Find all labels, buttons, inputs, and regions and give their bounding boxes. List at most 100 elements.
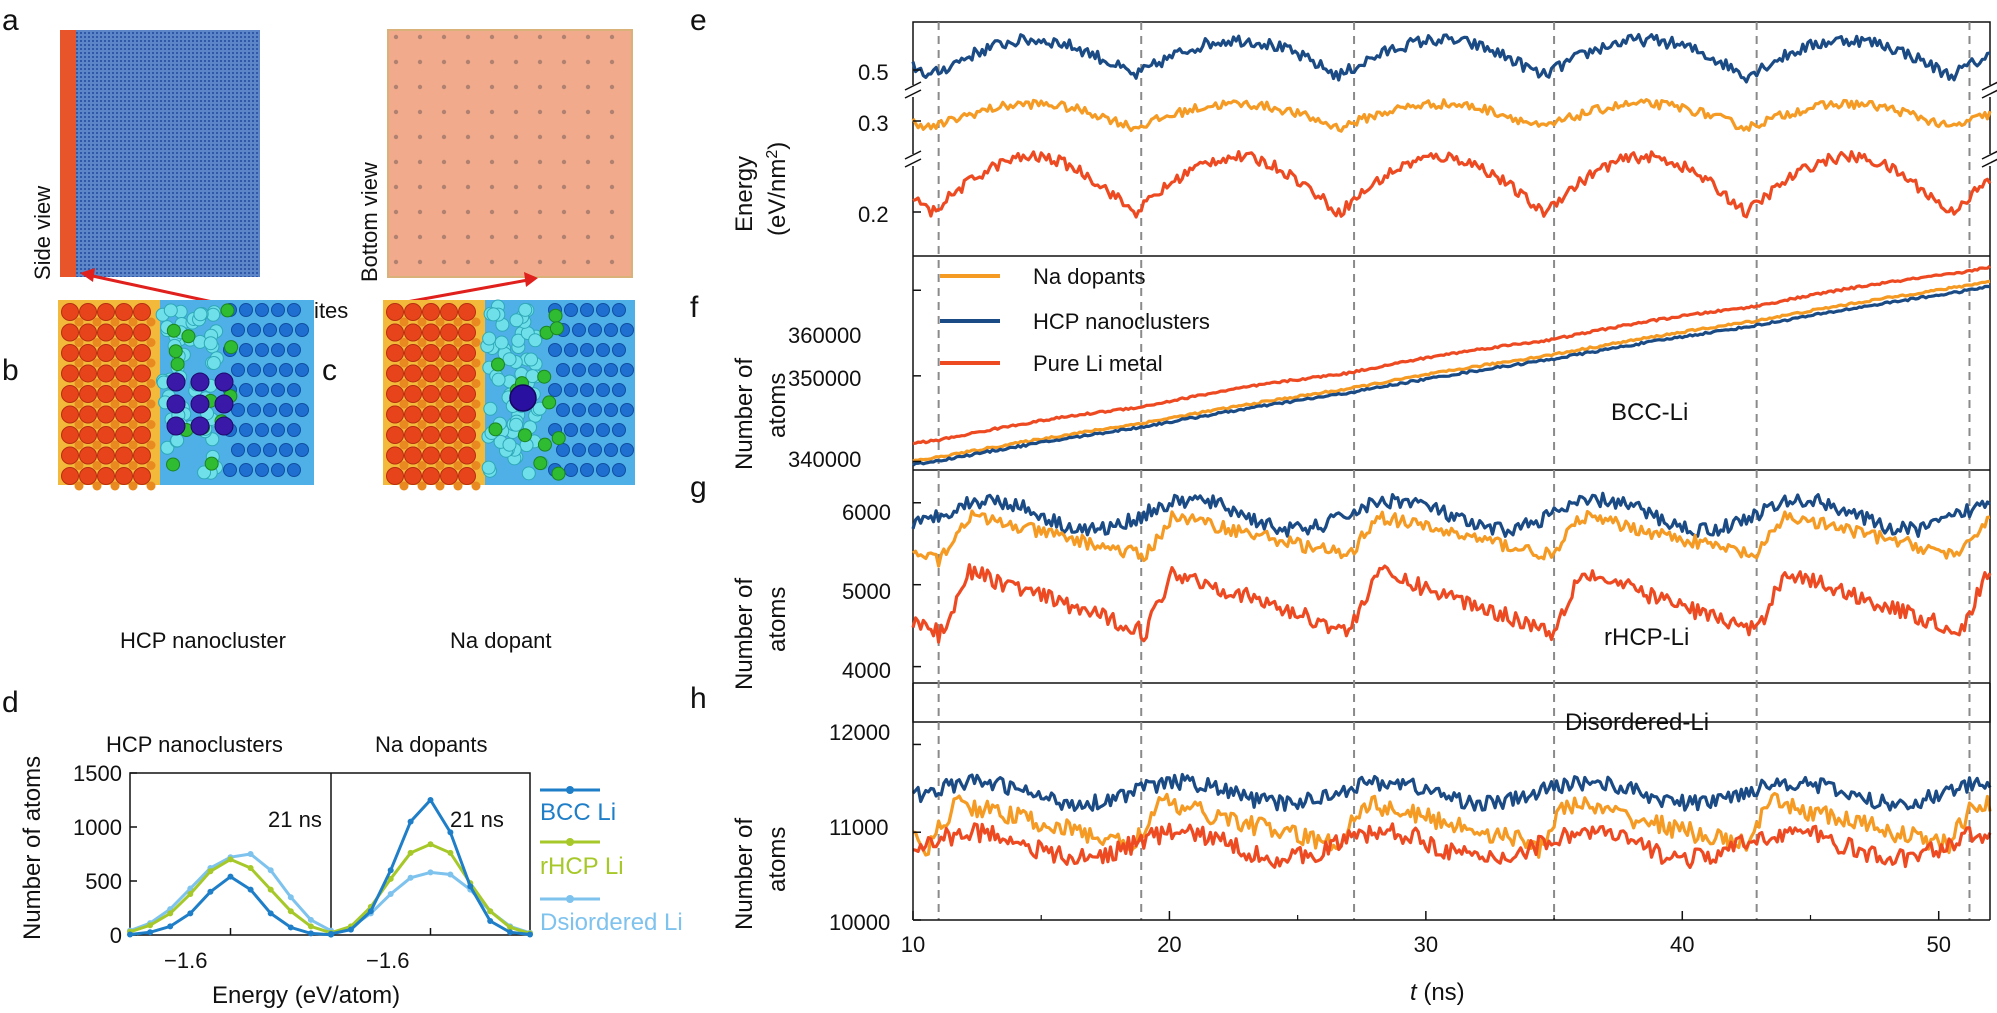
bcc-atom [287, 383, 301, 397]
li-substrate-atom [97, 323, 115, 342]
d-point [167, 923, 174, 930]
li-substrate-atom [97, 405, 115, 424]
li-substrate-atom [422, 467, 440, 485]
li-substrate-atom [458, 467, 476, 485]
li-substrate-atom [422, 385, 440, 403]
rhcp-atom [549, 321, 564, 336]
li-substrate-atom [458, 364, 476, 383]
d-point [387, 867, 394, 874]
substrate-back-atom [399, 379, 409, 388]
bcc-atom [580, 303, 594, 317]
interface-atom [524, 352, 539, 367]
li-substrate-atom [386, 385, 404, 403]
hcp-cluster-atom [214, 416, 234, 436]
substrate-back-atom [74, 338, 84, 347]
interface-atom [494, 335, 509, 350]
bcc-atom [556, 363, 570, 377]
bcc-atom [548, 343, 562, 357]
substrate-back-atom [471, 481, 481, 491]
h-ytick-10000: 10000 [829, 910, 890, 935]
bcc-atom [588, 443, 602, 457]
d-point [147, 929, 154, 936]
substrate-back-atom [417, 317, 427, 327]
li-substrate-atom [133, 344, 151, 362]
interface-atom [482, 331, 497, 346]
bcc-atom [287, 423, 301, 437]
bcc-atom [295, 403, 309, 417]
li-substrate-atom [115, 405, 133, 424]
substrate-back-atom [435, 399, 445, 409]
rhcp-atom [537, 437, 552, 452]
d-legend-rhcp: rHCP Li [540, 853, 624, 880]
f-annotation: BCC-Li [1611, 399, 1688, 426]
li-substrate-atom [97, 364, 115, 383]
e-ylabel-line1: Energy [731, 156, 758, 232]
h-xtick-label: 20 [1157, 932, 1181, 957]
substrate-back-atom [110, 317, 120, 327]
interface-atom [206, 355, 221, 370]
substrate-back-atom [417, 440, 427, 450]
d-ytick-label: 1500 [73, 761, 122, 786]
substrate-back-atom [74, 399, 84, 409]
substrate-back-atom [453, 399, 463, 409]
substrate-back-atom [146, 440, 156, 450]
li-substrate-atom [97, 446, 115, 465]
h-ytick-12000: 12000 [829, 720, 890, 745]
f-line-na-dopants [912, 279, 1991, 463]
substrate-back-atom [128, 420, 138, 429]
f-ytick-340000: 340000 [788, 447, 861, 472]
substrate-back-atom [471, 358, 481, 368]
d-point [167, 910, 174, 917]
d-point [307, 923, 314, 930]
li-substrate-atom [61, 323, 79, 342]
substrate-back-atom [128, 317, 138, 327]
axis-break-mark [1981, 89, 1997, 99]
li-substrate-atom [458, 426, 476, 444]
li-substrate-atom [386, 467, 404, 485]
panel-label-a: a [2, 4, 19, 37]
d-legend-dis-marker [566, 895, 574, 903]
side-view-layer [60, 30, 76, 277]
d-point [447, 829, 454, 836]
substrate-back-atom [453, 317, 463, 327]
f-ylabel-line1: Number of [731, 358, 758, 470]
d-point [287, 924, 294, 931]
li-substrate-atom [458, 405, 476, 424]
interface-atom [511, 333, 526, 348]
interface-atom [193, 307, 208, 322]
li-substrate-atom [422, 323, 440, 342]
rhcp-atom [490, 357, 505, 372]
substrate-back-atom [110, 440, 120, 450]
substrate-back-atom [146, 317, 156, 327]
substrate-back-atom [146, 338, 156, 347]
interface-atom [163, 303, 178, 318]
bcc-atom [263, 323, 277, 337]
li-substrate-atom [61, 467, 79, 485]
interface-atom [509, 417, 524, 432]
panel-c-atoms [386, 299, 634, 491]
h-xtick-label: 50 [1926, 932, 1950, 957]
li-substrate-atom [404, 344, 422, 362]
substrate-back-atom [471, 338, 481, 347]
substrate-back-atom [399, 420, 409, 429]
axis-break-mark [904, 158, 922, 168]
d-series-rhcp-li [129, 857, 332, 935]
bcc-atom [620, 363, 634, 377]
bcc-atom [596, 303, 610, 317]
li-substrate-atom [404, 426, 422, 444]
li-substrate-atom [440, 446, 458, 465]
bcc-atom [572, 403, 586, 417]
d-subtitle-na: Na dopants [375, 732, 488, 757]
bcc-atom [572, 363, 586, 377]
substrate-back-atom [435, 481, 445, 491]
li-substrate-atom [133, 364, 151, 383]
bcc-atom [564, 463, 578, 477]
bcc-atom [255, 423, 269, 437]
interface-atom [491, 372, 506, 387]
li-substrate-atom [386, 344, 404, 362]
interface-atom [203, 336, 218, 351]
li-substrate-atom [115, 344, 133, 362]
f-ytick-360000: 360000 [788, 323, 861, 348]
substrate-back-atom [435, 379, 445, 388]
